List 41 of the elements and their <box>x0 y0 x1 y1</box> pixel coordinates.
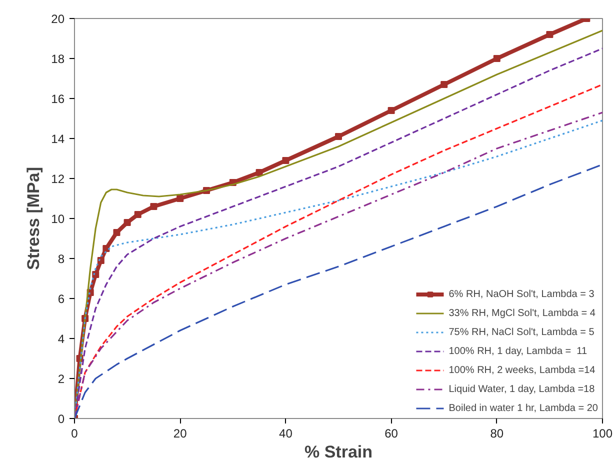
y-tick-label: 0 <box>58 412 65 426</box>
y-tick-label: 8 <box>58 252 65 266</box>
point <box>176 195 184 202</box>
y-tick-label: 20 <box>51 12 65 26</box>
point <box>102 245 110 252</box>
y-tick-label: 14 <box>51 132 65 146</box>
legend-label: 100% RH, 2 weeks, Lambda =14 <box>448 364 596 376</box>
y-tick-label: 2 <box>58 372 65 386</box>
x-tick-label: 60 <box>384 426 398 440</box>
x-tick-label: 100 <box>592 426 613 440</box>
y-tick-label: 12 <box>51 172 65 186</box>
y-tick-label: 16 <box>51 92 65 106</box>
x-tick-label: 20 <box>173 426 188 440</box>
point <box>282 157 290 164</box>
legend-label: 6% RH, NaOH Sol't, Lambda = 3 <box>448 288 594 300</box>
x-axis-title: % Strain <box>304 442 373 462</box>
point <box>388 107 395 114</box>
point <box>92 271 100 278</box>
y-tick-label: 10 <box>51 212 65 226</box>
y-tick-label: 4 <box>58 332 65 346</box>
point <box>150 203 158 210</box>
legend-label: Liquid Water, 1 day, Lambda =18 <box>448 384 595 394</box>
point <box>124 219 131 226</box>
y-axis-title: Stress [MPa] <box>24 167 44 270</box>
point <box>256 169 263 176</box>
point <box>440 81 448 88</box>
legend-label: 75% RH, NaCl Sol't, Lambda = 5 <box>448 326 594 338</box>
legend-label: Boiled in water 1 hr, Lambda = 20 <box>448 402 598 414</box>
legend-label: 100% RH, 1 day, Lambda = 11 <box>448 346 588 356</box>
point <box>134 211 142 218</box>
point <box>335 133 342 140</box>
point <box>97 257 104 264</box>
y-tick-label: 6 <box>58 292 65 306</box>
point <box>493 55 500 62</box>
point <box>546 31 554 38</box>
x-tick-label: 0 <box>71 426 78 440</box>
legend-label: 33% RH, MgCl Sol't, Lambda = 4 <box>448 308 596 318</box>
x-tick-label: 80 <box>490 426 504 440</box>
x-tick-label: 40 <box>279 426 293 440</box>
point <box>113 229 120 236</box>
y-tick-label: 18 <box>51 52 65 66</box>
